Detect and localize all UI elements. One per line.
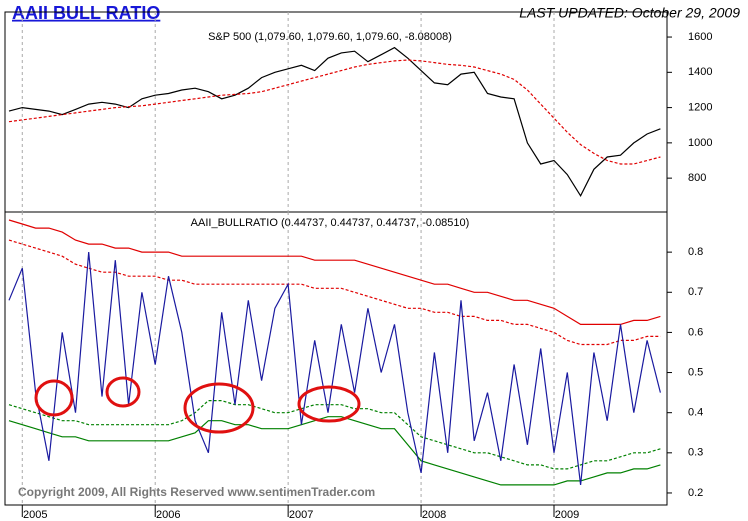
highlight-circle [297,385,361,423]
y-tick-label: 0.3 [688,447,703,459]
x-tick-label: 2008 [422,509,446,521]
y-tick-label: 0.6 [688,326,703,338]
page-title[interactable]: AAII BULL RATIO [12,3,160,23]
series-line [8,59,661,165]
series-line [8,219,661,325]
x-tick-label: 2009 [555,509,579,521]
series-line [8,252,661,485]
copyright: Copyright 2009, All Rights Reserved www.… [18,485,375,499]
x-tick-label: 2007 [289,509,313,521]
series-line [8,416,661,486]
highlight-circle [105,376,141,408]
y-tick-label: 1600 [688,31,712,43]
panel-frame [4,211,668,506]
series-line [8,239,661,346]
panel-label: S&P 500 (1,079.60, 1,079.60, 1,079.60, -… [208,31,452,43]
y-tick-label: 1400 [688,66,712,78]
x-tick-label: 2005 [23,509,47,521]
y-tick-label: 0.7 [688,286,703,298]
panel-label: AAII_BULLRATIO (0.44737, 0.44737, 0.4473… [191,217,470,229]
series-line [8,46,661,198]
x-tick-label: 2006 [156,509,180,521]
highlight-circle [183,382,255,434]
y-tick-label: 800 [688,172,706,184]
y-tick-label: 0.8 [688,246,703,258]
y-tick-label: 1200 [688,101,712,113]
series-line [8,400,661,470]
y-tick-label: 0.2 [688,487,703,499]
y-tick-label: 0.5 [688,366,703,378]
y-tick-label: 0.4 [688,407,703,419]
y-tick-label: 1000 [688,137,712,149]
last-updated: LAST UPDATED: October 29, 2009 [519,5,740,21]
highlight-circle [34,379,74,417]
